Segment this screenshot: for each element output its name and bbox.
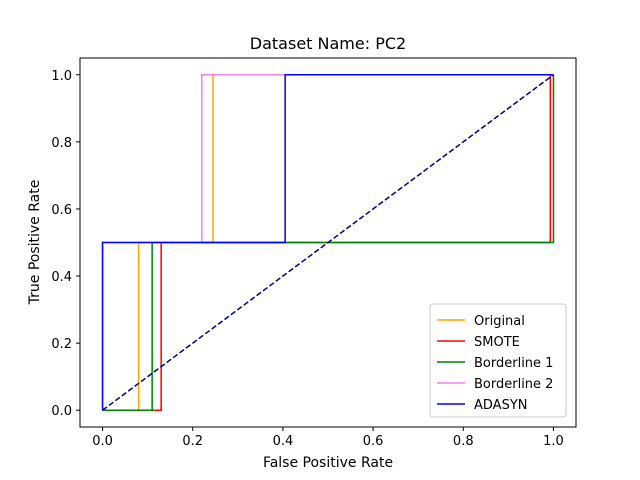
y-tick-label: 0.0	[51, 404, 72, 419]
x-tick-label: 0.2	[182, 434, 203, 449]
legend-label: Borderline 2	[474, 377, 553, 392]
y-tick-label: 0.6	[51, 203, 72, 218]
y-axis-ticks: 0.0 0.2 0.4 0.6 0.8 1.0	[51, 69, 80, 419]
axes-border	[79, 57, 577, 428]
plot-area	[101, 74, 555, 411]
legend-label: ADASYN	[474, 398, 528, 413]
y-tick-label: 1.0	[51, 69, 72, 84]
legend-box	[429, 303, 567, 418]
chart-title: Dataset Name: PC2	[250, 34, 406, 53]
y-axis-label: True Positive Rate	[27, 180, 43, 306]
chance-diagonal-line	[102, 74, 554, 411]
legend-label: Original	[474, 314, 525, 329]
x-axis-label: False Positive Rate	[263, 455, 393, 471]
y-tick-label: 0.4	[51, 270, 72, 285]
legend-label: SMOTE	[474, 335, 520, 350]
x-tick-label: 0.4	[273, 434, 294, 449]
x-tick-label: 0.6	[363, 434, 384, 449]
x-axis-ticks: 0.0 0.2 0.4 0.6 0.8 1.0	[92, 427, 564, 449]
series-line-adasyn	[101, 74, 554, 411]
legend-label: Borderline 1	[474, 356, 553, 371]
axes-frame	[79, 57, 577, 428]
x-tick-label: 0.0	[92, 434, 113, 449]
legend: Original SMOTE Borderline 1 Borderline 2 ADA…	[429, 303, 567, 418]
y-tick-label: 0.2	[51, 337, 72, 352]
x-tick-label: 1.0	[543, 434, 564, 449]
y-tick-label: 0.8	[51, 136, 72, 151]
x-tick-label: 0.8	[453, 434, 474, 449]
